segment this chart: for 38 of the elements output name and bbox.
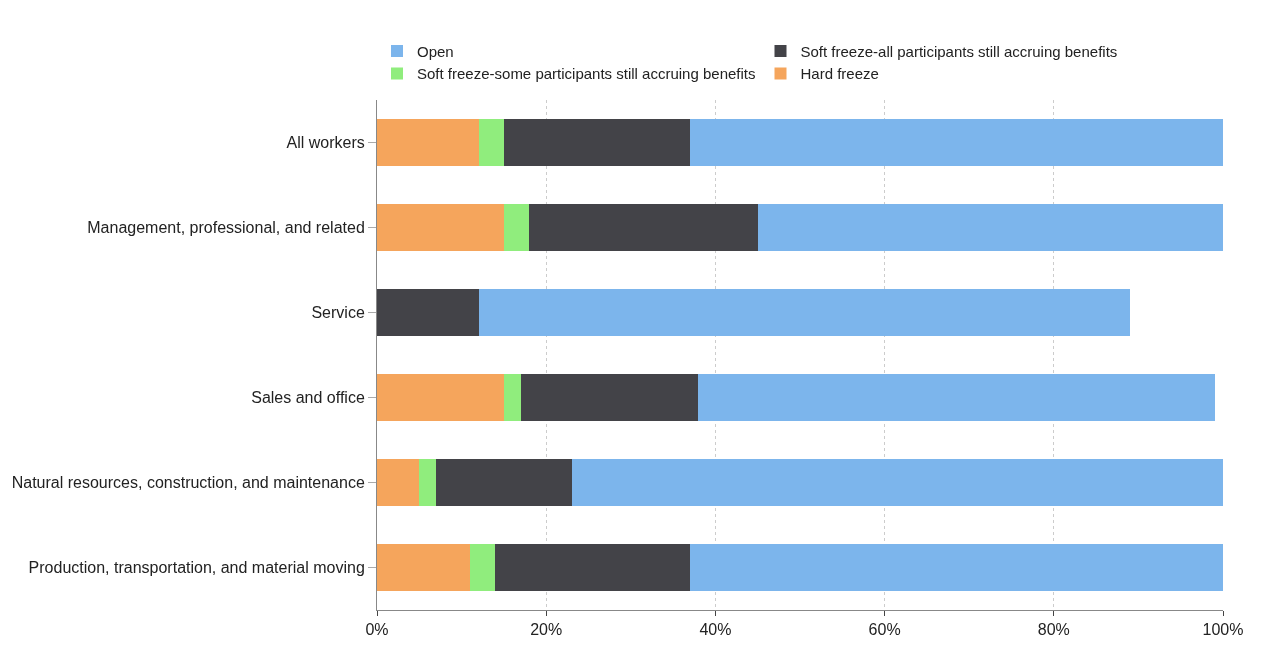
bar	[478, 289, 1130, 336]
bar	[478, 119, 504, 166]
bar	[470, 544, 496, 591]
legend-label: Hard freeze	[800, 65, 879, 83]
bar	[377, 289, 479, 336]
x-tick-label: 20%	[530, 621, 563, 639]
bar	[377, 459, 420, 506]
y-tick-label: All workers	[286, 134, 365, 152]
bar	[503, 204, 530, 251]
y-tick-label: Service	[311, 304, 365, 322]
legend-label: Soft freeze-all participants still accruing benefits	[800, 42, 1118, 60]
bar	[757, 204, 1223, 251]
bar	[377, 374, 504, 421]
bar	[377, 119, 479, 166]
bar	[520, 374, 699, 421]
bar	[495, 544, 691, 591]
bar	[690, 544, 1223, 591]
legend-label: Open	[417, 42, 454, 60]
bar	[690, 119, 1223, 166]
x-tick-label: 100%	[1202, 621, 1244, 639]
x-tick-label: 80%	[1037, 621, 1070, 639]
bar	[377, 204, 504, 251]
bar	[698, 374, 1215, 421]
bar	[419, 459, 437, 506]
x-tick-label: 60%	[868, 621, 901, 639]
y-tick-label: Management, professional, and related	[87, 219, 365, 237]
y-tick-label: Sales and office	[251, 389, 365, 407]
bar	[503, 119, 691, 166]
x-tick-label: 0%	[365, 621, 389, 639]
bar	[436, 459, 572, 506]
bar	[377, 544, 471, 591]
bar	[503, 374, 521, 421]
y-tick-label: Production, transportation, and material moving	[28, 559, 365, 577]
y-tick-label: Natural resources, construction, and maintenance	[11, 474, 365, 492]
bar	[529, 204, 758, 251]
bar	[571, 459, 1223, 506]
legend-label: Soft freeze-some participants still accruing benefits	[417, 65, 756, 83]
x-tick-label: 40%	[699, 621, 732, 639]
